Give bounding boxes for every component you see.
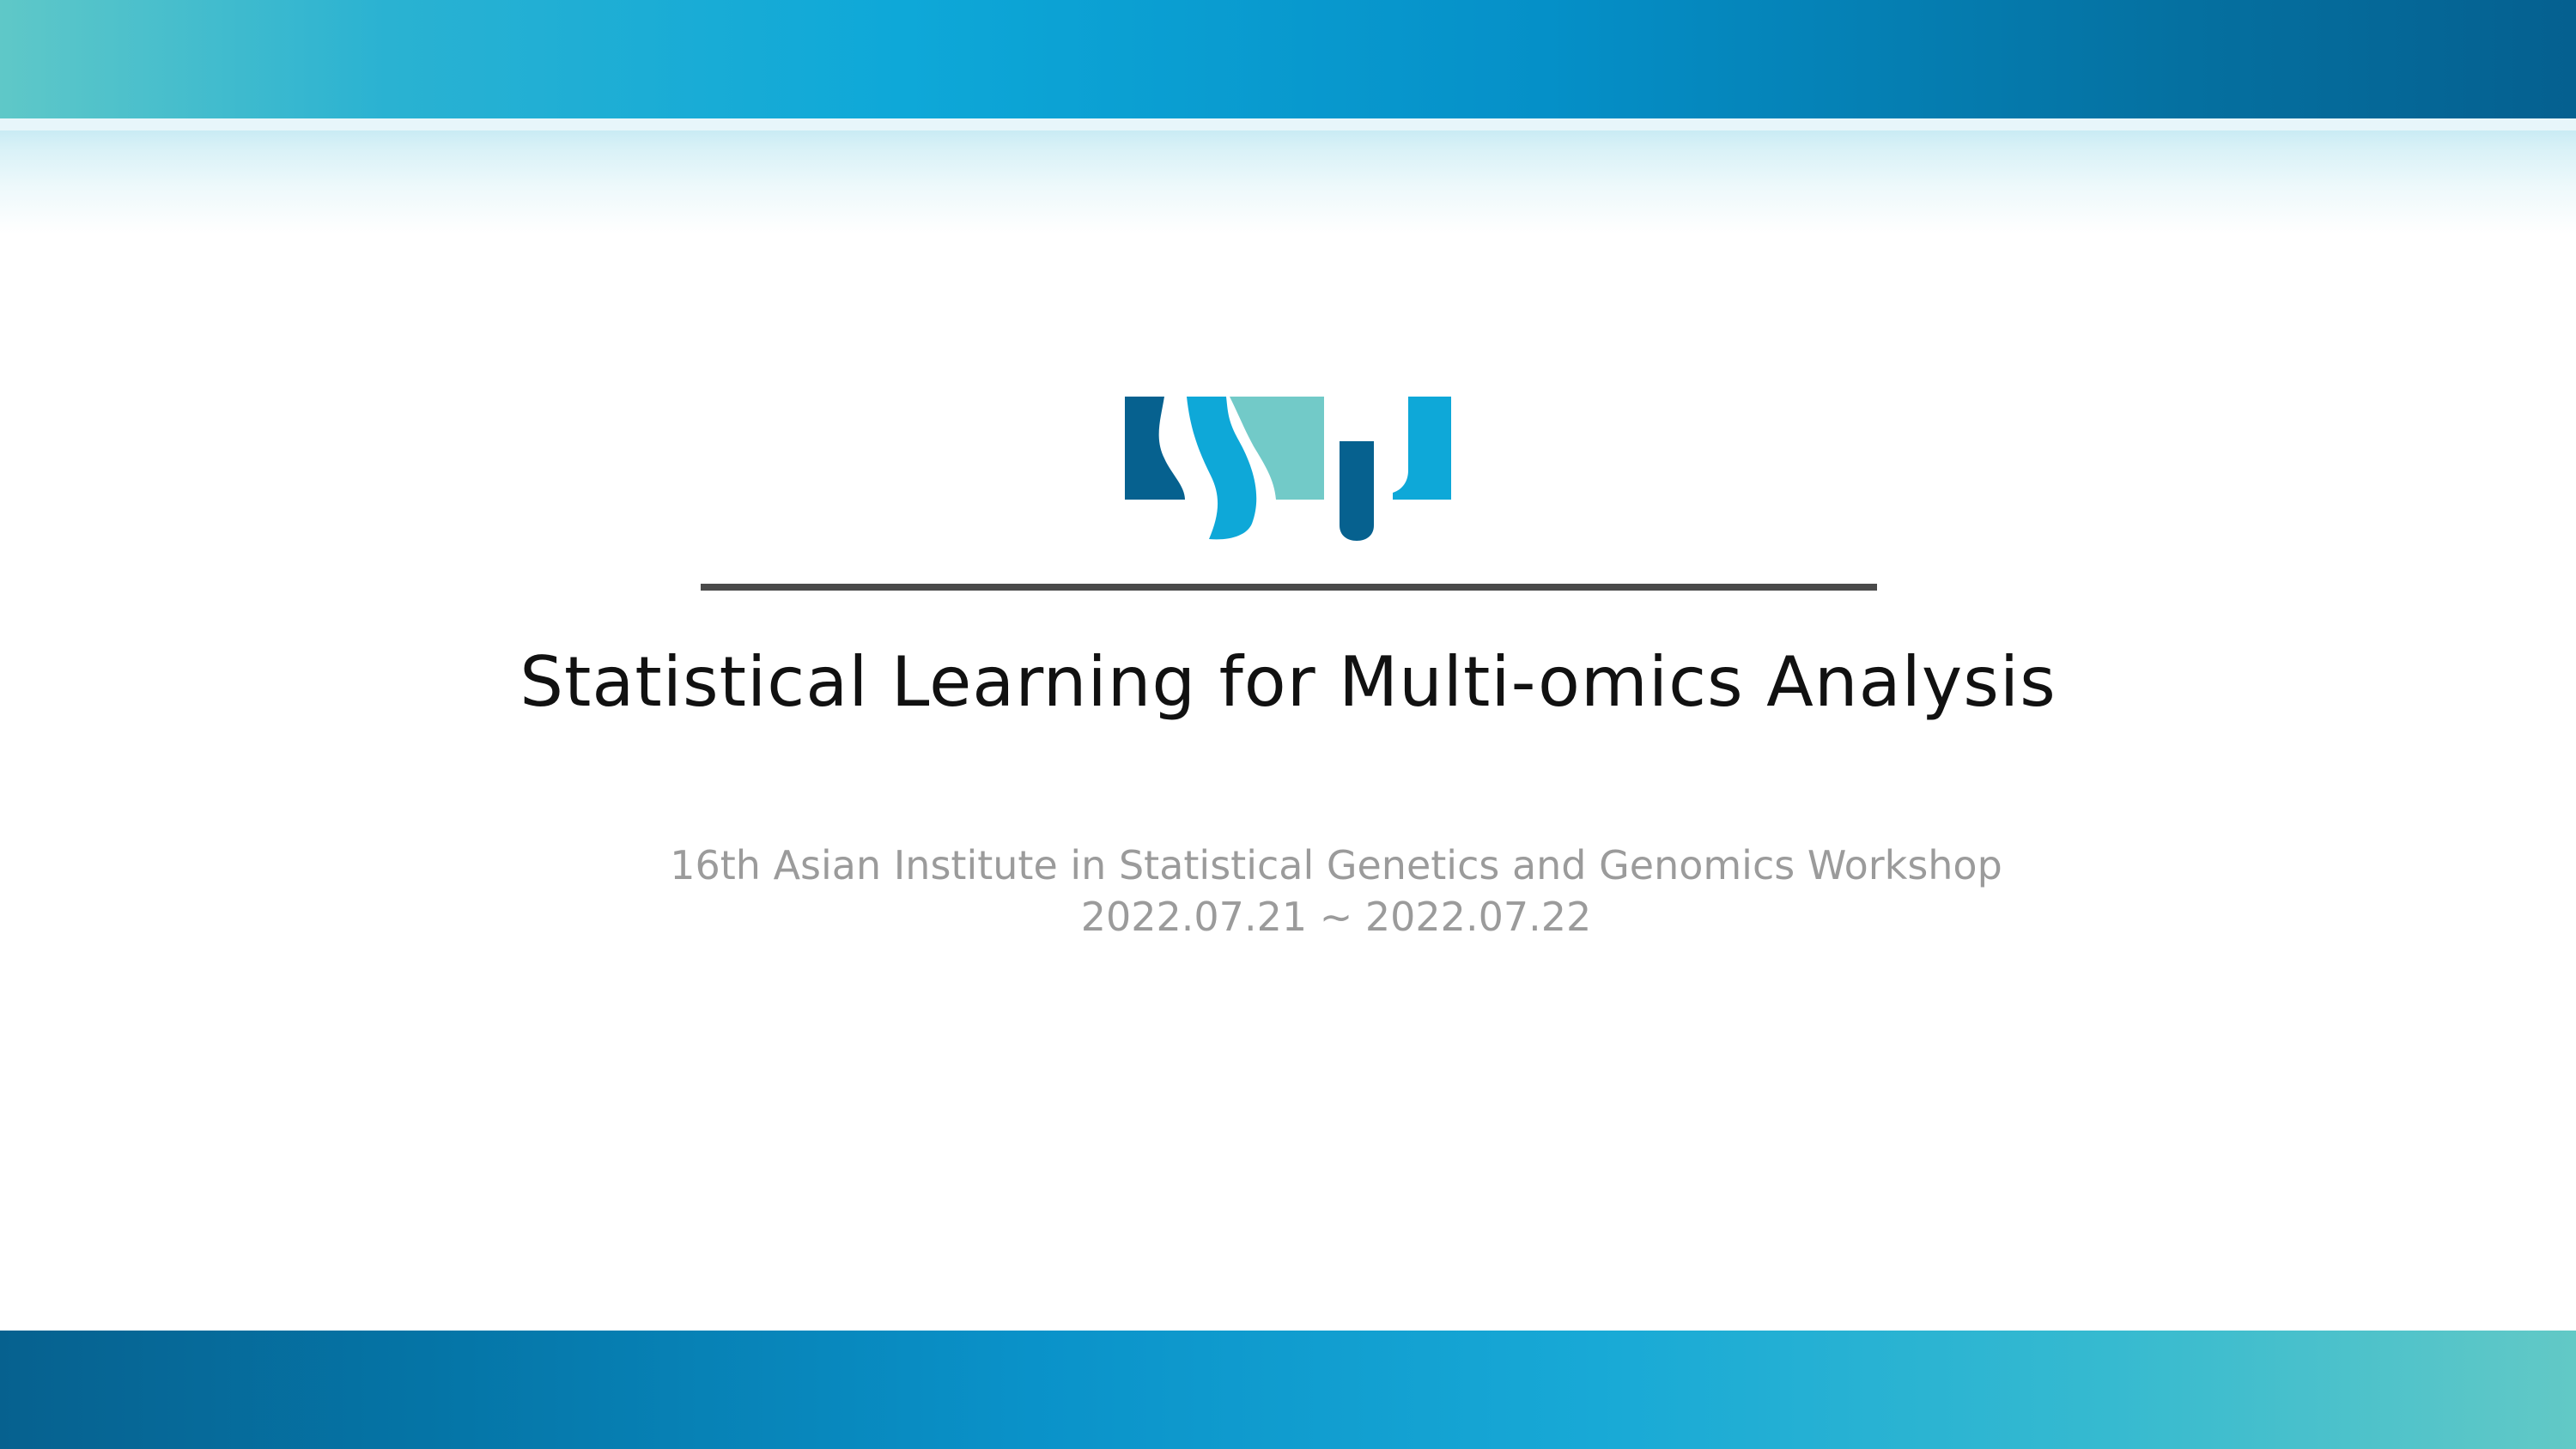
logo-pill — [1340, 441, 1374, 541]
title-divider — [701, 584, 1877, 591]
logo-block-teal — [1230, 397, 1324, 500]
ssu-logo-icon — [1125, 397, 1451, 541]
slide-title: Statistical Learning for Multi-omics Ana… — [519, 642, 2057, 722]
subtitle-event: 16th Asian Institute in Statistical Gene… — [670, 842, 2002, 888]
top-gradient-band — [0, 0, 2576, 118]
logo-block-right — [1393, 397, 1451, 500]
logo-ribbon — [1187, 397, 1257, 540]
slide-subtitle: 16th Asian Institute in Statistical Gene… — [0, 840, 2576, 943]
subtitle-dates: 2022.07.21 ~ 2022.07.22 — [1080, 894, 1592, 940]
bottom-gradient-band — [0, 1331, 2576, 1449]
logo-block-left — [1125, 397, 1185, 500]
top-fade-band — [0, 118, 2576, 234]
